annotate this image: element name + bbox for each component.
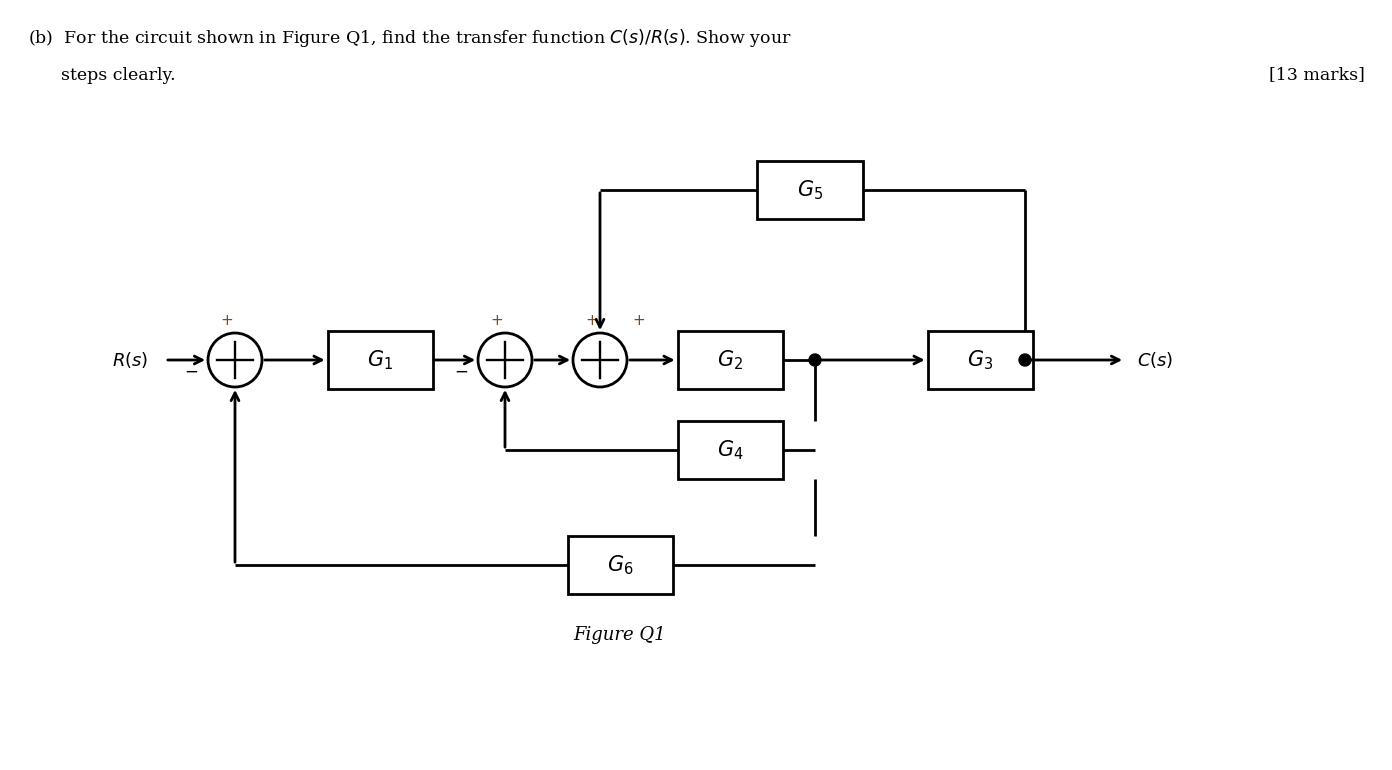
Text: $-$: $-$ (454, 362, 468, 380)
Text: +: + (632, 313, 644, 328)
Circle shape (477, 333, 532, 387)
Text: +: + (220, 313, 234, 328)
Text: +: + (586, 313, 599, 328)
Text: Figure Q1: Figure Q1 (574, 626, 667, 644)
Bar (927, 331, 1033, 389)
Text: $G_1$: $G_1$ (367, 348, 393, 372)
Bar (568, 536, 672, 594)
Text: $-$: $-$ (184, 362, 198, 380)
Circle shape (1019, 354, 1031, 366)
Text: $C(s)$: $C(s)$ (1137, 350, 1173, 370)
Text: +: + (490, 313, 504, 328)
Bar (757, 161, 863, 219)
Circle shape (207, 333, 262, 387)
Text: $G_2$: $G_2$ (717, 348, 743, 372)
Circle shape (574, 333, 626, 387)
Bar (678, 421, 782, 479)
Text: (b)  For the circuit shown in Figure Q1, find the transfer function $C(s)/R(s)$.: (b) For the circuit shown in Figure Q1, … (28, 27, 792, 49)
Text: $G_3$: $G_3$ (967, 348, 992, 372)
Circle shape (809, 354, 821, 366)
Text: $G_5$: $G_5$ (796, 178, 823, 202)
Text: [13 marks]: [13 marks] (1270, 66, 1366, 83)
Text: $G_6$: $G_6$ (607, 553, 633, 577)
Text: $G_4$: $G_4$ (717, 438, 743, 462)
Text: $R(s)$: $R(s)$ (111, 350, 148, 370)
Bar (678, 331, 782, 389)
Text: steps clearly.: steps clearly. (28, 66, 175, 83)
Bar (327, 331, 433, 389)
